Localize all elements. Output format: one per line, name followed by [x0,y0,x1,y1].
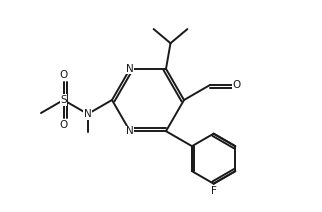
Text: F: F [211,186,217,196]
Text: S: S [60,95,67,105]
Text: O: O [59,120,68,130]
Text: O: O [233,80,241,90]
Text: N: N [84,109,92,119]
Text: N: N [126,64,134,74]
Text: O: O [59,70,68,80]
Text: N: N [126,126,134,136]
